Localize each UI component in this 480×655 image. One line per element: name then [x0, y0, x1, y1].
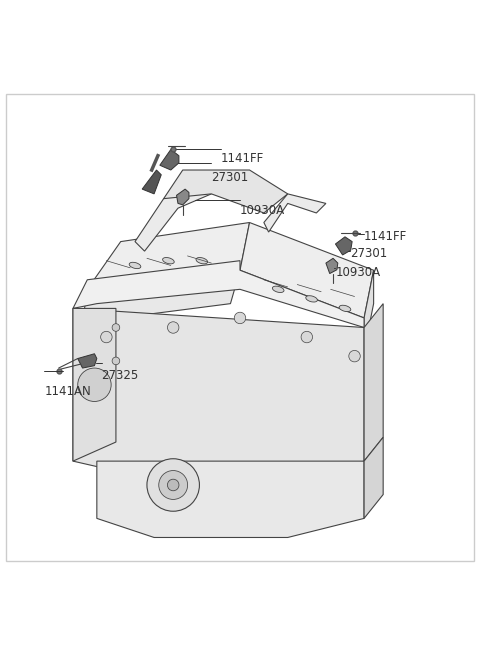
Ellipse shape — [196, 257, 208, 264]
Circle shape — [301, 331, 312, 343]
Ellipse shape — [339, 305, 351, 312]
Circle shape — [147, 458, 199, 512]
Polygon shape — [73, 309, 364, 499]
Ellipse shape — [163, 257, 174, 264]
Circle shape — [168, 479, 179, 491]
Ellipse shape — [129, 262, 141, 269]
Circle shape — [168, 322, 179, 333]
Circle shape — [78, 368, 111, 402]
Polygon shape — [364, 438, 383, 518]
Text: 27325: 27325 — [102, 369, 139, 382]
Text: 10930A: 10930A — [240, 204, 285, 217]
Circle shape — [349, 350, 360, 362]
Polygon shape — [160, 149, 179, 170]
Polygon shape — [78, 354, 97, 368]
Text: 10930A: 10930A — [336, 266, 381, 279]
Circle shape — [234, 312, 246, 324]
Polygon shape — [364, 271, 373, 351]
Polygon shape — [83, 271, 240, 323]
Text: 1141FF: 1141FF — [221, 151, 264, 164]
Circle shape — [101, 331, 112, 343]
Text: 27301: 27301 — [350, 247, 387, 260]
Polygon shape — [97, 461, 364, 538]
Polygon shape — [264, 194, 326, 232]
Text: 27301: 27301 — [211, 171, 249, 183]
Circle shape — [112, 324, 120, 331]
Polygon shape — [326, 258, 338, 274]
Text: 1141FF: 1141FF — [364, 231, 408, 243]
Polygon shape — [240, 223, 373, 318]
Polygon shape — [364, 304, 383, 461]
Polygon shape — [164, 170, 288, 213]
Circle shape — [112, 357, 120, 365]
Ellipse shape — [306, 295, 317, 302]
Text: 1141AN: 1141AN — [44, 385, 91, 398]
Polygon shape — [336, 237, 352, 255]
Polygon shape — [73, 309, 116, 461]
Polygon shape — [135, 184, 211, 251]
Circle shape — [159, 470, 188, 499]
Polygon shape — [142, 170, 161, 194]
Polygon shape — [73, 261, 364, 328]
Ellipse shape — [272, 286, 284, 293]
Polygon shape — [177, 189, 189, 205]
Polygon shape — [87, 223, 250, 290]
